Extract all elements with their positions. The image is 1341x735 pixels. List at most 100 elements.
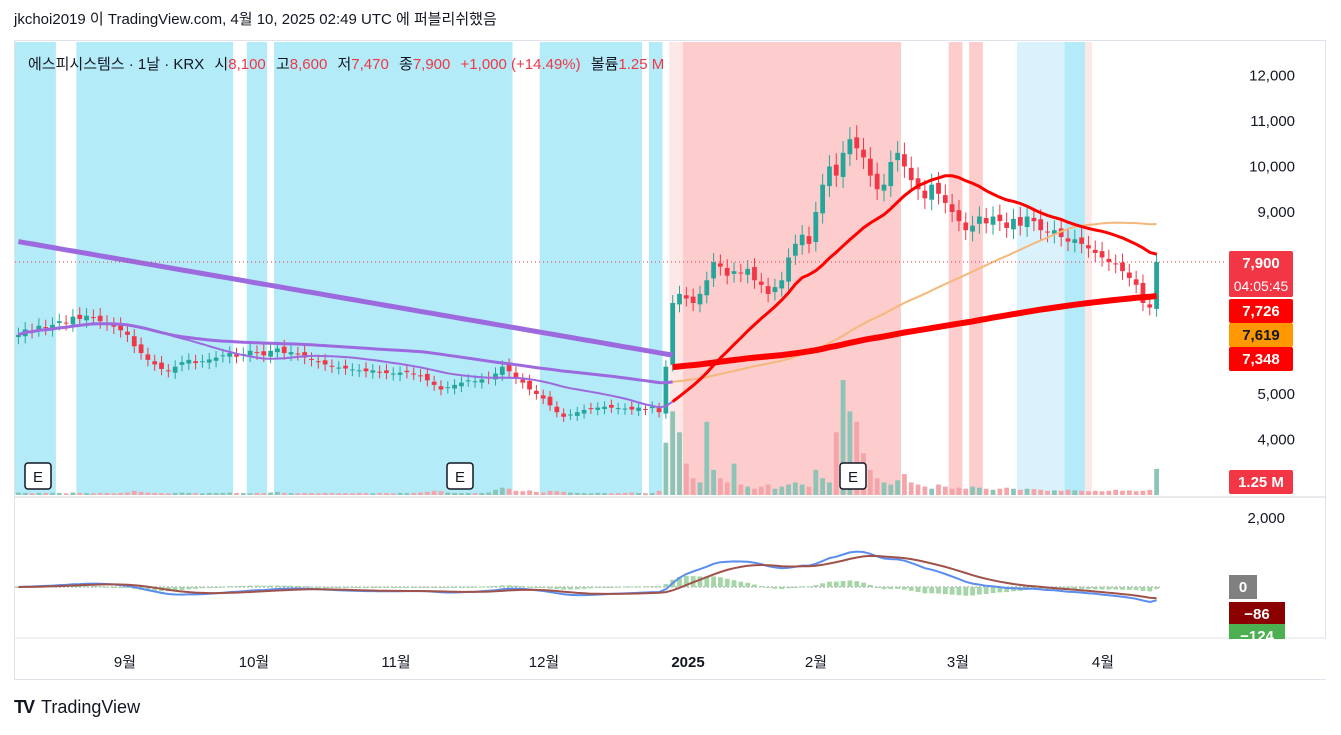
volume-bar bbox=[977, 487, 982, 495]
legend-close-label: 종 bbox=[399, 56, 413, 73]
candle-body bbox=[595, 407, 601, 410]
macd-hist-bar bbox=[370, 587, 376, 588]
price-tick-label: 12,000 bbox=[1249, 68, 1295, 85]
volume-bar bbox=[704, 421, 710, 495]
macd-hist-bar bbox=[806, 586, 812, 588]
volume-bar bbox=[479, 492, 485, 495]
macd-tick-label: 2,000 bbox=[1247, 510, 1285, 527]
volume-bar bbox=[247, 493, 253, 495]
candle-body bbox=[629, 406, 635, 410]
volume-bar bbox=[970, 486, 975, 495]
candle-body bbox=[581, 409, 587, 414]
volume-bar bbox=[568, 492, 573, 495]
macd-hist-bar bbox=[281, 585, 287, 587]
legend-volume: 1.25 M bbox=[618, 56, 665, 73]
macd-hist-bar bbox=[397, 587, 403, 588]
volume-bar bbox=[459, 493, 464, 495]
macd-hist-bar bbox=[990, 587, 996, 594]
macd-hist-bar bbox=[854, 581, 860, 587]
macd-hist-bar bbox=[234, 586, 239, 588]
volume-bar bbox=[281, 492, 287, 495]
candle-body bbox=[56, 321, 62, 324]
candle-body bbox=[942, 195, 948, 203]
macd-hist-bar bbox=[227, 586, 233, 588]
candle-body bbox=[758, 281, 764, 285]
candle-body bbox=[159, 362, 164, 369]
macd-hist-bar bbox=[520, 586, 526, 588]
price-tick-label: 4,000 bbox=[1257, 432, 1295, 449]
macd-hist-bar bbox=[404, 587, 410, 588]
volume-bar bbox=[84, 493, 89, 495]
ma-red-line bbox=[671, 174, 1157, 403]
candle-body bbox=[792, 243, 798, 256]
volume-bar bbox=[1126, 490, 1132, 495]
macd-hist-bar bbox=[895, 587, 900, 589]
tradingview-logo-icon[interactable]: TV bbox=[14, 697, 35, 717]
legend-low: 7,470 bbox=[351, 56, 389, 73]
candle-body bbox=[970, 225, 975, 232]
volume-bar bbox=[1011, 488, 1016, 495]
candle-body bbox=[179, 362, 185, 365]
macd-hist-bar bbox=[418, 587, 423, 588]
candle-body bbox=[602, 406, 607, 410]
volume-bar bbox=[574, 492, 580, 495]
volume-bar bbox=[854, 421, 860, 495]
candle-body bbox=[336, 367, 342, 369]
candle-body bbox=[677, 293, 682, 305]
macd-hist-bar bbox=[615, 586, 621, 588]
bg-zone bbox=[1016, 42, 1065, 495]
candle-body bbox=[493, 373, 498, 380]
volume-bar bbox=[16, 492, 21, 495]
macd-histogram bbox=[16, 575, 1159, 596]
macd-hist-bar bbox=[506, 585, 512, 587]
candle-body bbox=[97, 315, 103, 322]
volume-bar bbox=[874, 478, 880, 495]
macd-hist-bar bbox=[172, 587, 178, 591]
macd-hist-bar bbox=[540, 587, 546, 588]
candle-body bbox=[1133, 279, 1139, 285]
macd-hist-bar bbox=[486, 586, 492, 588]
legend-low-label: 저 bbox=[337, 56, 352, 73]
volume-bar bbox=[656, 490, 662, 495]
candle-body bbox=[622, 408, 628, 410]
volume-bar bbox=[1004, 487, 1010, 495]
volume-bar bbox=[697, 482, 703, 495]
macd-marker-label: 0 bbox=[1239, 579, 1247, 596]
candle-body bbox=[479, 379, 485, 383]
candle-body bbox=[465, 380, 471, 382]
candle-body bbox=[854, 137, 860, 149]
footer-brand[interactable]: TradingView bbox=[41, 697, 141, 717]
price-marker-label: 7,619 bbox=[1242, 327, 1280, 344]
volume-bar bbox=[1079, 490, 1085, 495]
candle-body bbox=[731, 271, 737, 274]
candle-body bbox=[820, 184, 826, 214]
volume-bar bbox=[234, 492, 239, 495]
macd-hist-bar bbox=[1092, 587, 1098, 590]
candle-body bbox=[847, 139, 853, 155]
candle-body bbox=[418, 375, 423, 377]
candle-body bbox=[1024, 216, 1030, 228]
volume-bar bbox=[956, 487, 962, 495]
macd-hist-bar bbox=[411, 587, 417, 588]
bg-zone bbox=[76, 42, 234, 495]
candle-body bbox=[1120, 262, 1125, 272]
macd-hist-bar bbox=[1086, 587, 1091, 590]
volume-bar bbox=[936, 484, 941, 495]
candle-body bbox=[745, 268, 751, 275]
macd-hist-bar bbox=[929, 587, 935, 594]
legend-close: 7,900 bbox=[412, 56, 451, 73]
candle-body bbox=[165, 370, 171, 372]
macd-hist-bar bbox=[1126, 587, 1132, 590]
volume-bar bbox=[1065, 489, 1071, 495]
time-axis-label: 2025 bbox=[671, 654, 704, 671]
candle-body bbox=[281, 346, 287, 354]
macd-hist-bar bbox=[336, 587, 342, 588]
macd-hist-bar bbox=[827, 581, 832, 587]
macd-hist-bar bbox=[588, 587, 594, 589]
volume-bar bbox=[758, 486, 764, 495]
candle-body bbox=[1140, 282, 1146, 303]
footer: TV TradingView bbox=[14, 697, 140, 718]
price-marker-bg bbox=[1229, 299, 1293, 323]
legend-symbol[interactable]: 에스피시스템스 · 1날 · KRX bbox=[28, 56, 205, 73]
